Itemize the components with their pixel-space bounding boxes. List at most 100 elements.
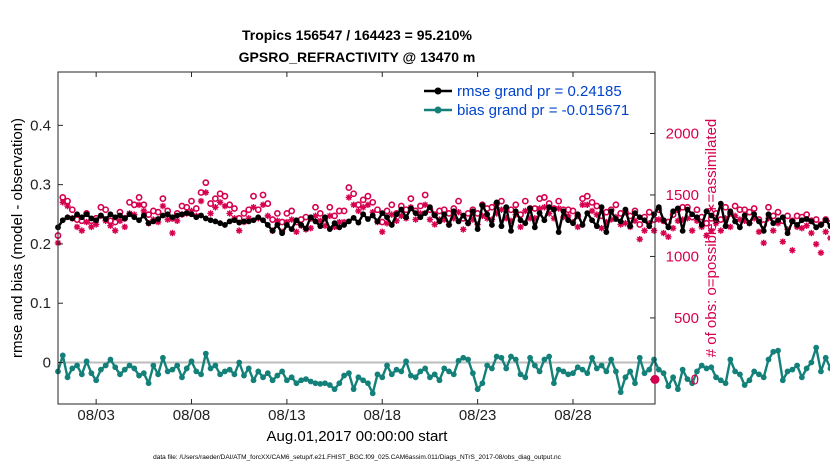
obs-assimilated-point	[336, 218, 343, 226]
rmse-point	[641, 217, 648, 224]
obs-assimilated-point	[684, 215, 691, 222]
obs-possible-point	[588, 198, 596, 206]
rmse-point	[779, 214, 786, 221]
bias-point	[336, 380, 343, 387]
rmse-point	[360, 211, 367, 218]
obs-assimilated-point	[274, 217, 281, 224]
plot-frame	[57, 71, 656, 405]
bias-point	[655, 366, 662, 373]
bias-point	[627, 368, 634, 375]
rmse-point	[741, 212, 748, 219]
obs-assimilated-point	[355, 207, 362, 215]
bias-point	[598, 362, 605, 369]
obs-possible-point	[359, 196, 367, 204]
rmse-point	[727, 208, 734, 215]
obs-assimilated-point	[803, 222, 810, 229]
obs-assimilated-point	[379, 228, 386, 236]
rmse-point	[231, 217, 238, 224]
obs-assimilated-point	[317, 217, 324, 224]
rmse-point	[655, 204, 662, 211]
bias-point	[59, 352, 66, 359]
obs-possible-point	[636, 221, 644, 228]
obs-possible-point	[555, 197, 563, 205]
obs-assimilated-point	[221, 202, 229, 210]
obs-assimilated-point	[669, 224, 677, 232]
bias-point	[245, 365, 252, 372]
obs-possible-point	[211, 195, 219, 203]
rmse-point	[636, 214, 643, 221]
obs-assimilated-point	[112, 227, 119, 234]
rmse-point	[760, 227, 767, 234]
obs-assimilated-point	[441, 216, 448, 223]
bias-point	[450, 371, 457, 378]
obs-assimilated-point	[345, 194, 353, 201]
rmse-point	[193, 214, 200, 221]
bias-point	[651, 356, 657, 363]
rmse-point	[789, 218, 796, 225]
rmse-point	[632, 210, 638, 217]
left-tick-label: 0	[43, 355, 51, 372]
bias-point	[312, 380, 319, 387]
obs-possible-point	[350, 190, 358, 198]
obs-assimilated-point	[264, 212, 272, 220]
left-tick-label: 0.4	[30, 117, 51, 134]
bias-point	[288, 374, 295, 381]
obs-assimilated-point	[493, 210, 500, 217]
rmse-point	[574, 211, 581, 218]
obs-possible-point	[540, 194, 548, 201]
rmse-point	[593, 223, 600, 230]
bias-point	[779, 377, 786, 384]
legend-bias-label: bias grand pr = -0.015671	[457, 102, 629, 119]
bias-point	[589, 354, 595, 361]
bias-point	[689, 380, 696, 387]
bias-point	[269, 377, 276, 384]
bias-point	[527, 354, 533, 361]
bias-point	[398, 368, 405, 375]
rmse-point	[531, 224, 538, 231]
rmse-point	[484, 211, 491, 218]
rmse-point	[74, 211, 80, 218]
obs-assimilated-point	[636, 236, 643, 243]
rmse-point	[274, 222, 281, 228]
rmse-point	[250, 217, 257, 224]
obs-assimilated-point	[64, 202, 71, 210]
rmse-point	[551, 206, 557, 213]
obs-assimilated-point	[226, 210, 233, 217]
bias-point	[417, 368, 424, 375]
bias-point	[317, 380, 324, 387]
right-tick-label: 1500	[666, 187, 699, 204]
bias-point	[69, 365, 76, 372]
rmse-point	[78, 214, 85, 221]
obs-assimilated-point	[92, 221, 100, 228]
rmse-point	[651, 211, 657, 218]
bias-point	[732, 368, 739, 375]
obs-assimilated-point	[479, 212, 486, 220]
left-tick-label: 0.3	[30, 177, 51, 194]
legend-bias-marker	[434, 106, 442, 114]
rmse-point	[264, 222, 271, 228]
bias-point	[493, 353, 500, 360]
rmse-point	[503, 204, 510, 211]
bias-point	[694, 368, 700, 375]
obs-assimilated-point	[812, 240, 820, 248]
obs-assimilated-point	[631, 217, 639, 224]
bias-point	[765, 356, 772, 363]
obs-assimilated-point	[159, 202, 167, 210]
obs-possible-point	[288, 207, 296, 215]
obs-possible-point	[273, 210, 281, 217]
x-tick-label: 08/28	[554, 407, 592, 424]
bias-point	[784, 368, 791, 375]
obs-assimilated-point	[750, 215, 758, 222]
chart-title-line1: Tropics 156547 / 164423 = 95.210%	[242, 27, 473, 43]
bias-point	[365, 380, 371, 387]
bias-point	[121, 366, 128, 373]
bias-point	[150, 362, 157, 369]
rmse-point	[155, 216, 162, 222]
y-axis-label-right: # of obs: o=possible; ∗=assimilated	[703, 119, 720, 358]
rmse-point	[751, 211, 758, 218]
bias-point	[770, 348, 777, 355]
obs-assimilated-point	[369, 208, 376, 216]
x-tick-label: 08/18	[363, 407, 401, 424]
rmse-point	[202, 215, 209, 222]
rmse-point	[98, 212, 104, 219]
